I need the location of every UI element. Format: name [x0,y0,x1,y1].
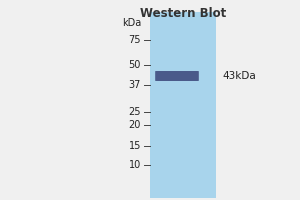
Text: Western Blot: Western Blot [140,7,226,20]
Text: 25: 25 [128,107,141,117]
Text: kDa: kDa [122,18,141,28]
Text: 43kDa: 43kDa [222,71,256,81]
Text: 37: 37 [129,80,141,90]
Bar [150,12,216,198]
Text: 20: 20 [129,120,141,130]
Text: 10: 10 [129,160,141,170]
Text: 50: 50 [129,60,141,70]
Text: 15: 15 [129,141,141,151]
Text: 75: 75 [128,35,141,45]
